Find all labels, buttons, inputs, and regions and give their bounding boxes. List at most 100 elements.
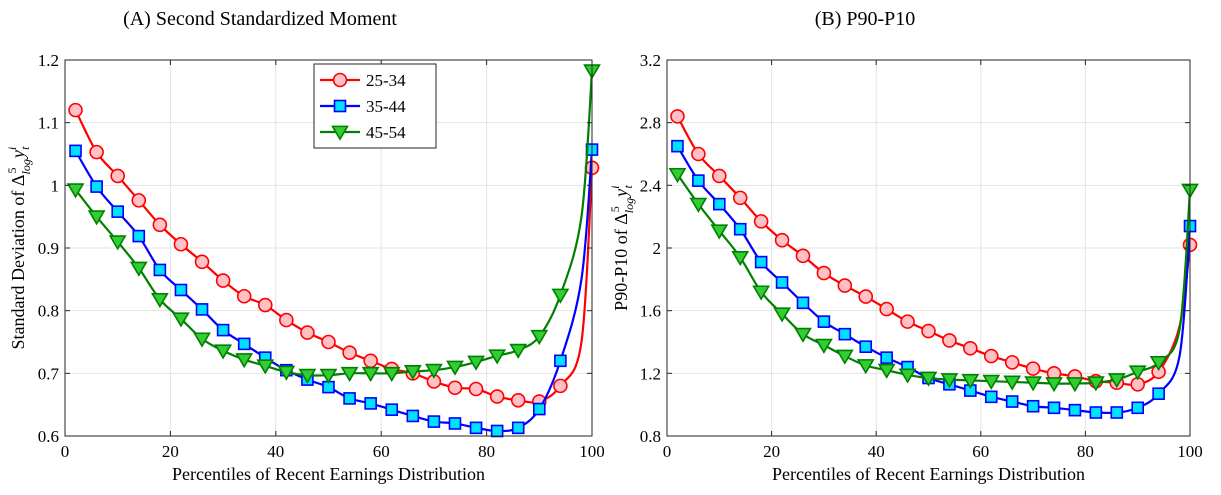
data-point (150, 292, 169, 309)
data-point (796, 296, 810, 310)
data-point (321, 334, 336, 350)
data-point (856, 359, 875, 375)
data-point (382, 366, 401, 383)
data-point (1026, 399, 1040, 413)
data-point (447, 380, 463, 396)
data-point (406, 409, 420, 423)
data-point (753, 214, 769, 229)
data-point (172, 312, 190, 328)
data-point (216, 323, 230, 337)
x-axis-label: Percentiles of Recent Earnings Distribut… (172, 464, 485, 484)
data-point (940, 373, 959, 389)
x-tick-label: 40 (267, 442, 284, 461)
data-point (1086, 376, 1105, 392)
data-point (277, 365, 296, 381)
data-point (446, 360, 464, 376)
data-point (1149, 355, 1168, 372)
legend-label: 25-34 (366, 71, 406, 90)
y-tick-label: 1.2 (38, 51, 59, 70)
data-point (551, 288, 570, 304)
legend-entry: 35-44 (320, 97, 406, 116)
data-point (235, 353, 254, 369)
data-point (963, 340, 978, 356)
data-point (108, 235, 127, 251)
data-point (1005, 395, 1019, 408)
data-point (425, 363, 443, 379)
data-point (342, 345, 357, 360)
data-point (879, 301, 894, 317)
data-point (340, 366, 359, 383)
x-tick-label: 20 (162, 442, 179, 461)
y-tick-label: 0.8 (38, 302, 59, 321)
data-point (300, 325, 315, 340)
data-point (511, 421, 525, 435)
legend-entry: 25-34 (320, 71, 406, 90)
data-point (900, 314, 915, 329)
data-point (448, 417, 462, 430)
data-point (794, 327, 812, 343)
data-point (90, 180, 103, 193)
data-point (815, 338, 833, 354)
data-point (837, 278, 853, 293)
data-point (961, 373, 980, 390)
y-tick-label: 0.9 (38, 239, 59, 258)
data-point (279, 312, 294, 328)
data-point (132, 229, 146, 243)
data-point (131, 193, 147, 208)
legend-marker (333, 99, 347, 113)
data-point (1068, 403, 1082, 417)
legend-label: 35-44 (366, 97, 406, 116)
x-tick-label: 0 (663, 442, 672, 461)
series-25-34 (68, 102, 600, 409)
data-point (257, 297, 273, 313)
data-point (795, 248, 811, 264)
y-tick-label: 0.7 (38, 364, 60, 383)
data-point (1025, 361, 1041, 376)
data-point (403, 365, 422, 381)
data-point (87, 210, 106, 226)
data-point (173, 236, 189, 252)
data-point (510, 392, 526, 408)
data-point (69, 144, 82, 158)
data-point (532, 402, 546, 416)
data-point (111, 205, 124, 218)
panel-1: 0 20 40 60 80 100 0.6 0.7 0.8 0.9 1 1.1 1.2 (A) Secon… (5, 8, 605, 484)
data-point (898, 368, 917, 384)
y-tick-label: 1.6 (640, 302, 661, 321)
data-point (66, 183, 85, 199)
data-point (689, 197, 708, 213)
x-tick-label: 80 (1077, 442, 1094, 461)
panel-title: (A) Second Standardized Moment (123, 8, 397, 30)
data-point (1131, 401, 1144, 415)
data-point (195, 303, 209, 316)
data-point (692, 174, 705, 187)
data-point (256, 359, 275, 375)
data-point (385, 403, 399, 416)
data-point (1107, 373, 1126, 389)
data-point (236, 288, 252, 304)
data-point (671, 139, 684, 153)
panel-title: (B) P90-P10 (815, 8, 916, 30)
data-point (129, 261, 148, 277)
data-point (1128, 365, 1147, 381)
x-tick-label: 100 (1177, 442, 1203, 461)
data-point (237, 337, 251, 351)
panel-2: 0 20 40 60 80 100 0.8 1.2 1.6 2 2.4 2.8 3.2 (B) P90-P… (608, 8, 1203, 484)
data-point (859, 340, 873, 354)
data-point (668, 167, 687, 184)
legend-marker (332, 72, 348, 88)
y-tick-label: 0.6 (38, 427, 59, 446)
y-axis-label: Standard Deviation of Δ5logyit (5, 146, 33, 350)
data-point (153, 263, 167, 277)
data-point (733, 222, 747, 236)
data-point (174, 283, 188, 297)
legend-marker (331, 125, 349, 141)
data-point (468, 381, 484, 397)
data-point (732, 190, 748, 206)
x-axis-label: Percentiles of Recent Earnings Distribut… (772, 464, 1085, 484)
data-point (363, 353, 378, 369)
data-point (858, 289, 874, 304)
legend-label: 45-54 (366, 123, 406, 142)
